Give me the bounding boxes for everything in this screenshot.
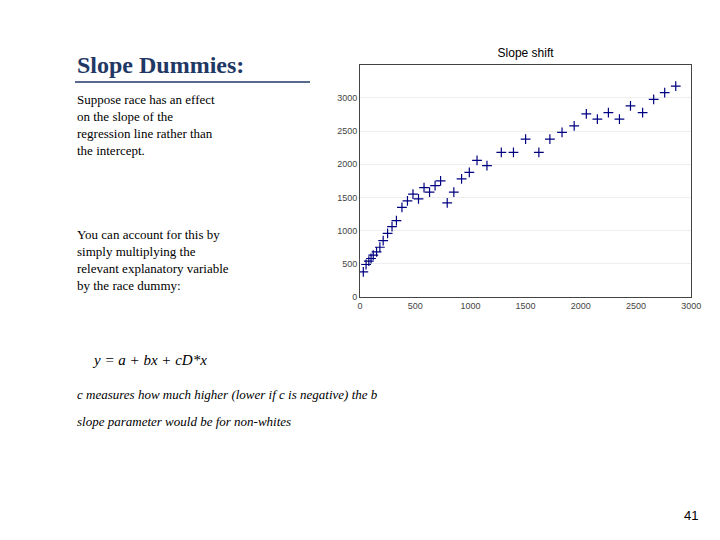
svg-text:1000: 1000 bbox=[460, 301, 480, 311]
svg-text:1000: 1000 bbox=[337, 226, 357, 236]
svg-text:1500: 1500 bbox=[337, 193, 357, 203]
svg-text:c measures how much higher (lo: c measures how much higher (lower if c i… bbox=[77, 387, 378, 402]
svg-text:3000: 3000 bbox=[681, 301, 701, 311]
svg-text:500: 500 bbox=[408, 301, 423, 311]
svg-text:2500: 2500 bbox=[337, 126, 357, 136]
svg-text:2000: 2000 bbox=[337, 159, 357, 169]
svg-text:Suppose race has an effecton t: Suppose race has an effecton the slope o… bbox=[77, 92, 215, 158]
svg-text:3000: 3000 bbox=[337, 93, 357, 103]
svg-text:0: 0 bbox=[352, 292, 357, 302]
svg-text:0: 0 bbox=[357, 301, 362, 311]
svg-text:You can account for this bysim: You can account for this bysimply multip… bbox=[77, 227, 229, 293]
svg-text:41: 41 bbox=[684, 508, 698, 523]
svg-text:1500: 1500 bbox=[516, 301, 536, 311]
svg-text:slope parameter would be for n: slope parameter would be for non-whites bbox=[77, 414, 291, 429]
svg-text:2000: 2000 bbox=[571, 301, 591, 311]
svg-text:Slope shift: Slope shift bbox=[498, 46, 555, 60]
svg-text:y = a + bx + cD*x: y = a + bx + cD*x bbox=[92, 352, 207, 368]
svg-text:Slope Dummies:: Slope Dummies: bbox=[77, 52, 244, 78]
svg-text:500: 500 bbox=[342, 259, 357, 269]
svg-text:2500: 2500 bbox=[626, 301, 646, 311]
